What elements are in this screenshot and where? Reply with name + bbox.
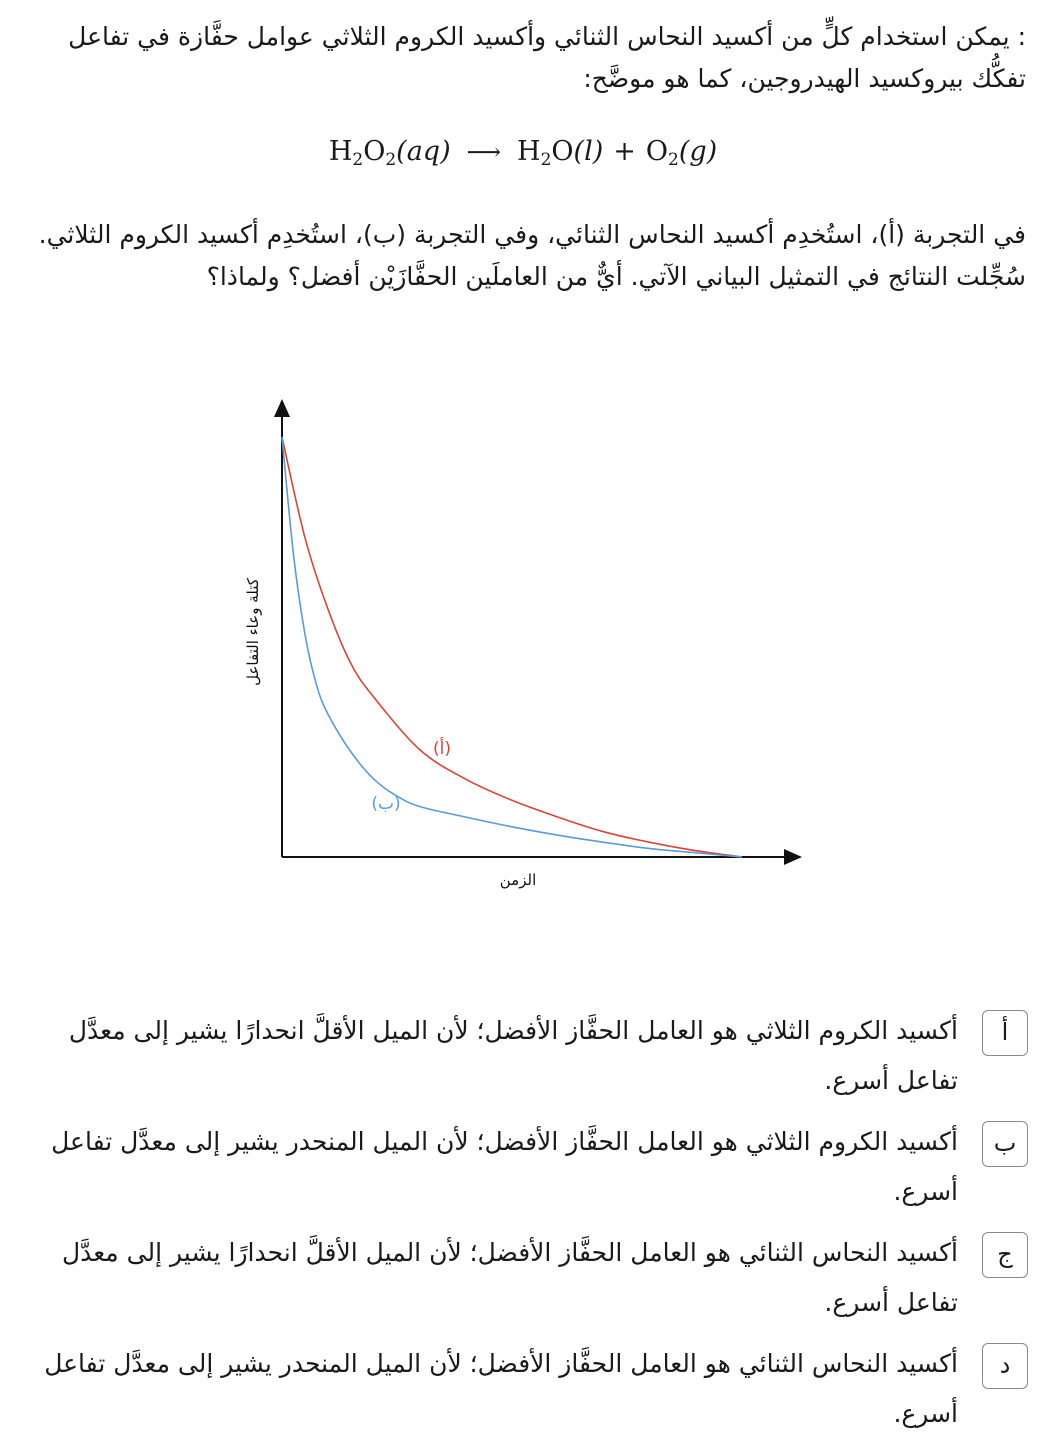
option-d-text: أكسيد النحاس الثنائي هو العامل الحفَّاز … xyxy=(44,1349,958,1428)
product1-state: (l) xyxy=(573,136,604,167)
reactant-h-sub: 2 xyxy=(352,150,364,170)
series-layer xyxy=(281,436,743,858)
series-line-b xyxy=(281,436,743,858)
product1-h-sub: 2 xyxy=(540,150,552,170)
product1-o: O xyxy=(551,136,574,167)
option-a[interactable]: أ أكسيد الكروم الثلاثي هو العامل الحفَّا… xyxy=(18,1006,1028,1116)
option-d[interactable]: د أكسيد النحاس الثنائي هو العامل الحفَّا… xyxy=(18,1339,1028,1449)
product2-o-sub: 2 xyxy=(668,150,679,170)
option-d-letter[interactable]: د xyxy=(982,1343,1028,1389)
series-line-a xyxy=(281,436,743,858)
reactant-o-sub: 2 xyxy=(385,150,397,170)
series-label-b: (ب) xyxy=(371,794,400,814)
mass-time-chart: الزمن كتلة وعاء التفاعل (أ) (ب) xyxy=(244,399,802,889)
plus-sign: + xyxy=(613,136,636,167)
intro-paragraph: : يمكن استخدام كلٍّ من أكسيد النحاس الثن… xyxy=(68,22,1026,93)
reactant-state: (aq) xyxy=(396,136,451,167)
reactant-h: H xyxy=(328,136,353,167)
option-c-letter[interactable]: ج xyxy=(982,1232,1028,1278)
y-axis-label: كتلة وعاء التفاعل xyxy=(244,577,262,686)
series-label-a: (أ) xyxy=(433,737,451,759)
option-c-text: أكسيد النحاس الثنائي هو العامل الحفَّاز … xyxy=(61,1238,958,1317)
product2-o: O xyxy=(645,136,668,167)
option-b-letter[interactable]: ب xyxy=(982,1121,1028,1167)
option-a-text: أكسيد الكروم الثلاثي هو العامل الحفَّاز … xyxy=(68,1016,958,1095)
chemical-equation: H2O2(aq) ⟶ H2O(l) + O2(g) xyxy=(0,136,1046,170)
option-c[interactable]: ج أكسيد النحاس الثنائي هو العامل الحفَّا… xyxy=(18,1228,1028,1338)
option-a-letter[interactable]: أ xyxy=(982,1010,1028,1056)
reactant-o: O xyxy=(363,136,386,167)
question-paragraph: في التجربة (أ)، استُخدِم أكسيد النحاس ال… xyxy=(38,220,1026,291)
option-b[interactable]: ب أكسيد الكروم الثلاثي هو العامل الحفَّا… xyxy=(18,1117,1028,1227)
product1-h: H xyxy=(517,136,541,167)
option-b-text: أكسيد الكروم الثلاثي هو العامل الحفَّاز … xyxy=(51,1127,958,1206)
reaction-arrow: ⟶ xyxy=(466,138,502,166)
product2-state: (g) xyxy=(678,136,718,167)
x-axis-label: الزمن xyxy=(500,871,536,889)
